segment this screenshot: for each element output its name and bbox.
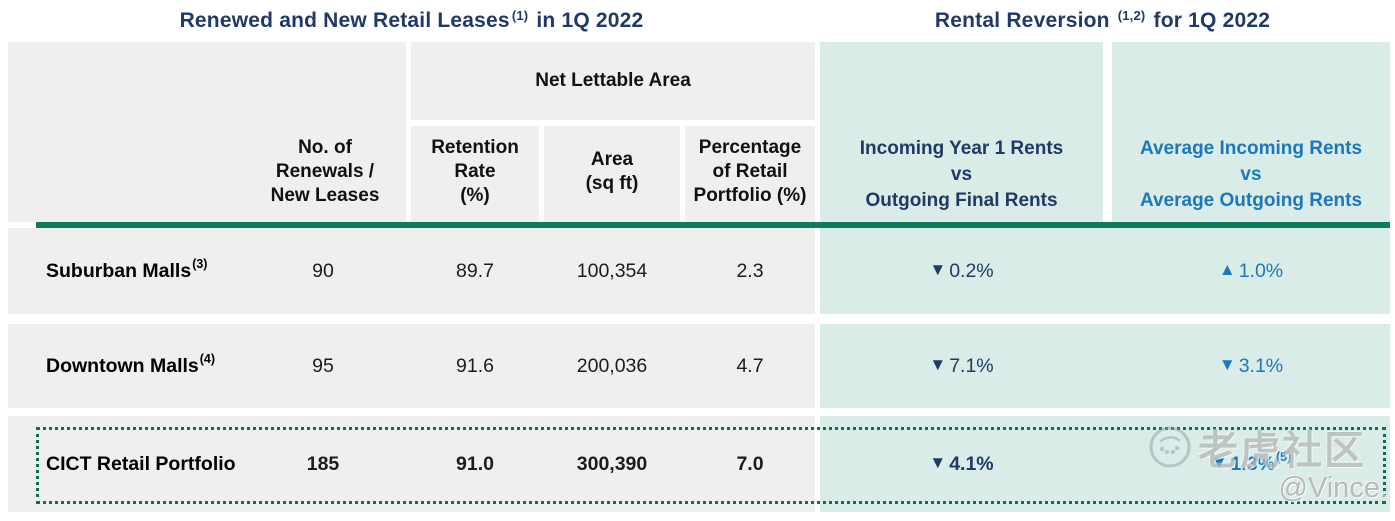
- right-title-footnote: (1,2): [1117, 7, 1146, 23]
- cell-cict-retention: 91.0: [456, 452, 494, 475]
- cell-downtown-average-reversion: ▼ 3.1%: [1112, 324, 1390, 408]
- row-label-text: Suburban Malls: [46, 259, 192, 282]
- separator-incoming-average: [1103, 42, 1112, 222]
- column-header-average-incoming-rents: Average Incoming Rents vs Average Outgoi…: [1139, 138, 1363, 211]
- cell-cict-incoming-reversion: ▼ 4.1%: [820, 416, 1103, 512]
- left-title-text: Renewed and New Retail Leases: [179, 9, 510, 32]
- cell-suburban-incoming-reversion: ▼ 0.2%: [820, 228, 1103, 314]
- footnote-marker: (5): [1276, 450, 1292, 464]
- row-label-text: Downtown Malls: [46, 354, 199, 377]
- cell-cict-average-reversion: ▼ 1.3% (5): [1112, 416, 1390, 512]
- column-header-incoming-year1-rents: Incoming Year 1 Rents vs Outgoing Final …: [859, 138, 1064, 211]
- footnote-marker: (4): [199, 352, 216, 366]
- decrease-triangle-icon: ▼: [929, 260, 947, 279]
- row-downtown-background-left: [8, 324, 815, 408]
- row-label-suburban-malls: Suburban Malls (3): [8, 228, 278, 314]
- footnote-marker: (3): [192, 257, 208, 271]
- cell-downtown-area: 200,036: [576, 354, 648, 377]
- cell-suburban-average-reversion: ▲ 1.0%: [1112, 228, 1390, 314]
- cell-cict-area: 300,390: [576, 452, 648, 475]
- cell-downtown-incoming-reversion: ▼ 7.1%: [820, 324, 1103, 408]
- cell-downtown-retention: 91.6: [456, 354, 494, 377]
- decrease-triangle-icon: ▼: [1218, 355, 1236, 374]
- cell-suburban-retention: 89.7: [456, 259, 494, 282]
- increase-triangle-icon: ▲: [1218, 260, 1236, 279]
- cell-cict-renewals: 185: [306, 452, 340, 475]
- separator-under-nla-group: [411, 120, 815, 126]
- row-label-cict-retail-portfolio: CICT Retail Portfolio: [8, 416, 278, 512]
- left-title-tail: in 1Q 2022: [536, 9, 644, 32]
- cell-downtown-pct: 4.7: [736, 354, 764, 377]
- separator-retention-area: [539, 126, 544, 222]
- decrease-triangle-icon: ▼: [929, 355, 947, 374]
- column-header-retention-rate: Retention Rate (%): [431, 137, 519, 206]
- reversion-value: 1.0%: [1238, 259, 1284, 282]
- cell-suburban-pct: 2.3: [736, 259, 764, 282]
- row-suburban-background-right: [820, 228, 1390, 314]
- left-title-footnote: (1): [511, 7, 529, 23]
- header-divider-line: [36, 222, 1390, 228]
- row-cict-background-right: [820, 416, 1390, 512]
- separator-area-percentage: [680, 126, 685, 222]
- column-header-renewals: No. of Renewals / New Leases: [270, 137, 380, 206]
- left-section-title: Renewed and New Retail Leases (1) in 1Q 2…: [8, 5, 815, 37]
- reversion-value: 3.1%: [1238, 354, 1284, 377]
- reversion-value: 1.3%: [1230, 452, 1275, 475]
- cell-cict-pct: 7.0: [736, 452, 764, 475]
- decrease-triangle-icon: ▼: [1210, 453, 1228, 472]
- reversion-value: 0.2%: [949, 259, 994, 282]
- reversion-value: 7.1%: [949, 354, 994, 377]
- cell-suburban-renewals: 90: [312, 259, 334, 282]
- row-cict-background-left: [8, 416, 815, 512]
- row-suburban-background-left: [8, 228, 815, 314]
- cell-suburban-area: 100,354: [576, 259, 648, 282]
- column-group-net-lettable-area: Net Lettable Area: [535, 70, 691, 91]
- cell-downtown-renewals: 95: [312, 354, 334, 377]
- reversion-value: 4.1%: [949, 452, 994, 475]
- separator-renewals-nla: [406, 42, 411, 222]
- row-label-text: CICT Retail Portfolio: [46, 452, 236, 475]
- row-label-downtown-malls: Downtown Malls (4): [8, 324, 278, 408]
- row-downtown-background-right: [820, 324, 1390, 408]
- right-title-text: Rental Reversion: [934, 9, 1110, 32]
- column-header-area: Area (sq ft): [585, 149, 639, 194]
- right-section-title: Rental Reversion (1,2) for 1Q 2022: [815, 5, 1390, 37]
- decrease-triangle-icon: ▼: [929, 453, 947, 472]
- column-header-percentage-of-portfolio: Percentage of Retail Portfolio (%): [693, 137, 807, 206]
- right-title-tail: for 1Q 2022: [1153, 9, 1271, 32]
